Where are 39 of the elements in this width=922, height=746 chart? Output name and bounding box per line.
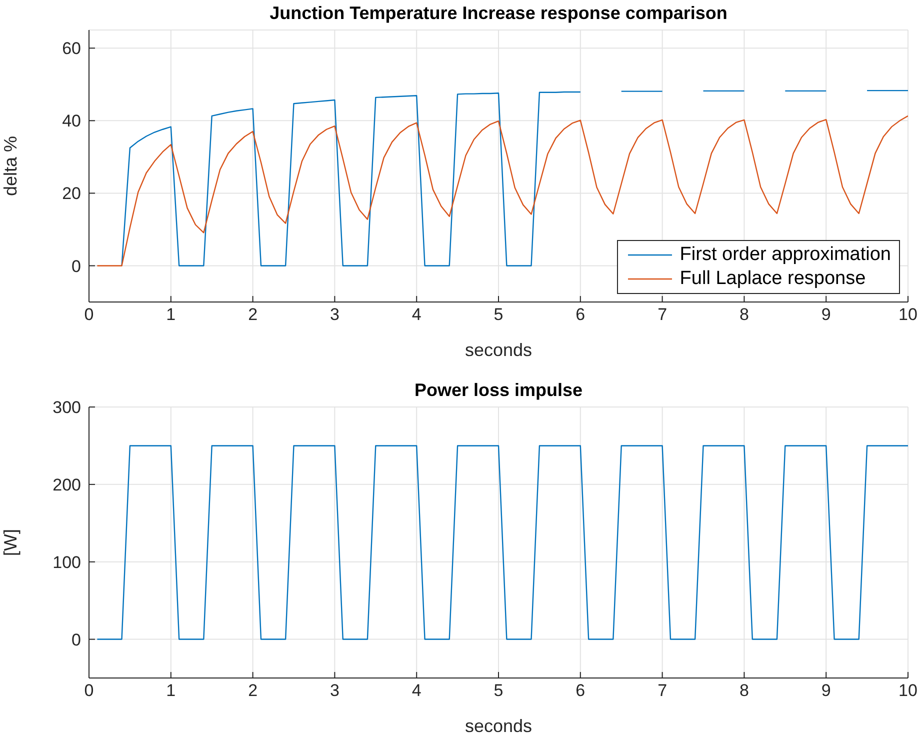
y-tick-label: 200 — [52, 475, 81, 494]
x-tick-label: 2 — [248, 681, 258, 700]
x-tick-label: 5 — [494, 681, 504, 700]
x-axis-title: seconds — [464, 716, 532, 736]
x-tick-label: 7 — [658, 681, 668, 700]
x-tick-label: 7 — [658, 305, 668, 324]
x-axis-title: seconds — [464, 340, 532, 360]
chart-title: Junction Temperature Increase response comparison — [268, 3, 728, 24]
x-tick-label: 3 — [330, 681, 340, 700]
x-tick-label: 3 — [330, 305, 340, 324]
legend-label: Full Laplace response — [680, 267, 866, 291]
x-tick-label: 2 — [248, 305, 258, 324]
x-tick-label: 1 — [166, 681, 176, 700]
x-tick-label: 10 — [898, 305, 918, 324]
x-tick-label: 6 — [576, 305, 586, 324]
x-tick-label: 4 — [412, 305, 422, 324]
x-tick-label: 0 — [84, 681, 94, 700]
legend-label: First order approximation — [680, 243, 891, 267]
x-tick-label: 5 — [494, 305, 504, 324]
y-tick-label: 100 — [52, 552, 81, 572]
y-tick-label: 60 — [62, 39, 81, 58]
y-tick-label: 40 — [62, 112, 81, 131]
y-axis-title: delta % — [0, 136, 20, 196]
x-tick-label: 0 — [84, 305, 94, 324]
y-tick-label: 300 — [52, 398, 81, 418]
y-tick-label: 20 — [62, 184, 81, 204]
x-tick-label: 8 — [739, 305, 749, 324]
x-tick-label: 8 — [739, 681, 749, 700]
chart-title: Power loss impulse — [413, 380, 584, 401]
x-tick-label: 4 — [412, 681, 422, 700]
x-tick-label: 9 — [821, 681, 831, 700]
y-tick-label: 0 — [72, 630, 81, 650]
line-series — [96, 115, 908, 266]
x-tick-label: 10 — [898, 681, 918, 700]
x-tick-label: 6 — [576, 681, 586, 700]
y-tick-label: 0 — [72, 256, 81, 276]
x-tick-label: 1 — [166, 305, 176, 324]
y-axis-title: [W] — [0, 529, 20, 556]
x-tick-label: 9 — [821, 305, 831, 324]
